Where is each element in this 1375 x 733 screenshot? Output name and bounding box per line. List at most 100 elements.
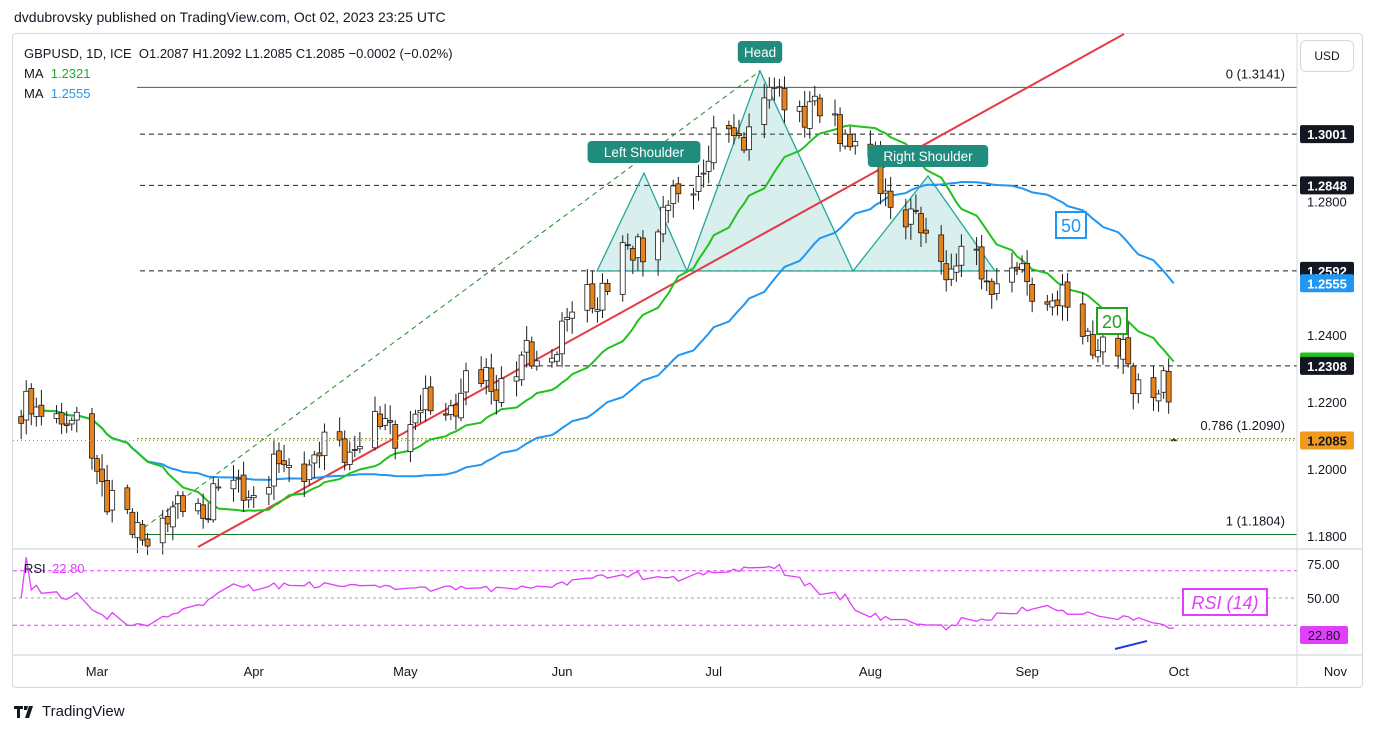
candle xyxy=(18,409,25,440)
candle xyxy=(1054,290,1061,316)
candle-body xyxy=(1019,263,1025,270)
candle-body xyxy=(978,246,985,280)
candle-body xyxy=(73,411,80,421)
candle xyxy=(392,420,399,460)
candle-body xyxy=(453,404,459,417)
candle-body xyxy=(533,360,540,367)
candle-body xyxy=(180,495,186,512)
candle-body xyxy=(513,376,520,382)
candle xyxy=(58,402,65,435)
candle-body xyxy=(710,127,717,164)
candle-body xyxy=(89,413,95,459)
fib-label: 1 (1.1804) xyxy=(1226,513,1285,528)
candle xyxy=(351,435,358,458)
fib-label: 0 (1.3141) xyxy=(1226,66,1285,81)
y-tick-label: 1.2000 xyxy=(1307,462,1347,477)
candle-body xyxy=(629,247,636,261)
candle-body xyxy=(392,424,399,449)
x-tick-label: Mar xyxy=(86,664,109,679)
candle-body xyxy=(169,506,176,528)
candle xyxy=(518,351,525,386)
candle-body xyxy=(1024,262,1031,283)
candle-body xyxy=(265,487,272,495)
candle xyxy=(1029,277,1036,313)
x-tick-label: Apr xyxy=(244,664,265,679)
price-marker-bg xyxy=(1300,274,1354,293)
candle-body xyxy=(589,283,596,309)
y-tick-label: 1.2800 xyxy=(1307,194,1347,209)
candle xyxy=(811,85,818,106)
rsi-current-bg xyxy=(1300,625,1348,644)
candle-body xyxy=(887,190,894,208)
candle-body xyxy=(1044,301,1051,305)
candle-body xyxy=(493,389,500,401)
candle-body xyxy=(1155,393,1162,402)
candle xyxy=(1059,273,1066,321)
pattern-label-text: Head xyxy=(744,45,776,60)
candle-body xyxy=(837,114,843,144)
candle xyxy=(316,441,323,469)
candle xyxy=(1135,373,1142,404)
candle xyxy=(1009,252,1015,293)
candle-body xyxy=(200,504,207,520)
candle xyxy=(205,502,212,523)
candle-body xyxy=(245,497,252,501)
candle-body xyxy=(806,101,813,129)
candle-body xyxy=(139,524,146,541)
candle-body xyxy=(761,97,768,125)
candle xyxy=(271,439,277,501)
candle xyxy=(705,145,712,184)
candle xyxy=(311,450,318,478)
candle-body xyxy=(1089,333,1096,356)
y-tick-label: 1.1800 xyxy=(1307,529,1347,544)
brand-label: TradingView xyxy=(42,703,125,720)
candle-body xyxy=(447,405,454,415)
candle xyxy=(523,326,530,368)
candle xyxy=(453,393,459,430)
candle-body xyxy=(18,416,25,424)
candle-body xyxy=(230,479,237,490)
candle xyxy=(341,430,348,471)
candle-body xyxy=(463,370,469,393)
candle xyxy=(230,465,237,502)
candle-body xyxy=(38,404,45,417)
y-tick-label: 1.2400 xyxy=(1307,328,1347,343)
legend-ma20-label: MA xyxy=(24,66,44,81)
candle-body xyxy=(1135,379,1142,395)
candle xyxy=(731,114,737,145)
candle xyxy=(690,187,697,210)
candle xyxy=(336,417,343,447)
candle xyxy=(346,441,353,471)
candle xyxy=(417,394,424,423)
candle-body xyxy=(746,126,752,151)
candle-body xyxy=(816,97,823,117)
candle-body xyxy=(159,517,166,544)
ma-tag: 50 xyxy=(1055,211,1087,239)
candle xyxy=(670,179,677,218)
candle-body xyxy=(129,511,136,535)
candle xyxy=(68,417,75,431)
candle xyxy=(700,159,707,188)
x-tick-label: May xyxy=(393,664,418,679)
candle-body xyxy=(852,141,859,147)
candle-body xyxy=(624,244,631,247)
candle-body xyxy=(1029,284,1036,302)
price-marker-bg xyxy=(1300,356,1354,375)
price-marker-text: 1.2085 xyxy=(1307,433,1347,448)
candle xyxy=(382,403,389,431)
candle-body xyxy=(271,453,277,487)
candle-body xyxy=(700,172,707,175)
candle-body xyxy=(377,413,383,427)
candle-body xyxy=(731,127,737,136)
candle xyxy=(978,235,985,290)
candle-body xyxy=(943,263,950,281)
pattern-label-bg xyxy=(737,41,783,63)
candle-body xyxy=(422,388,429,411)
candle-body xyxy=(412,413,419,424)
candle xyxy=(276,442,282,473)
candle xyxy=(1024,250,1031,296)
candle xyxy=(200,493,207,529)
currency-button[interactable]: USD xyxy=(1300,40,1354,72)
candle xyxy=(528,336,535,369)
